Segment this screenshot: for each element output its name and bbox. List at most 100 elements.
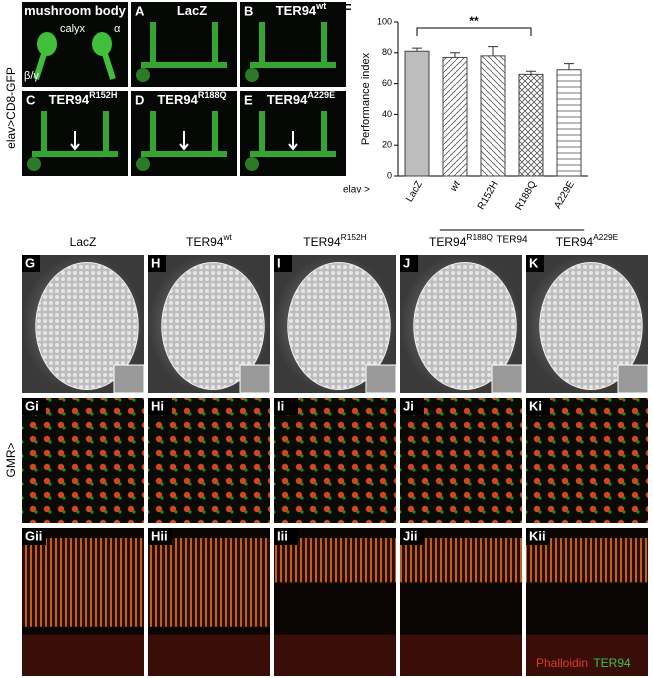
title-sup: A229E: [593, 232, 619, 242]
error-bar: [526, 70, 536, 75]
column-title: TER94A229E: [556, 232, 619, 249]
retina: [274, 538, 396, 583]
lobe: [37, 32, 57, 56]
inset: [113, 364, 145, 394]
x-tick-label: R152H: [476, 179, 501, 211]
annotation: β/γ: [24, 70, 39, 82]
arrow: [288, 131, 298, 151]
column-title: LacZ: [70, 235, 97, 249]
panel-letter: K: [529, 255, 539, 270]
lobe: [250, 111, 336, 157]
title-sup: R188Q: [198, 90, 227, 100]
letter-box: [148, 528, 172, 545]
title-text: TER94: [49, 92, 90, 107]
inset: [365, 364, 397, 394]
column-title: TER94R188Q: [429, 232, 493, 249]
panel-letter: Ii: [277, 398, 284, 413]
letter-box: [22, 255, 40, 272]
title-sup: wt: [315, 1, 326, 11]
error-bar: [564, 63, 574, 70]
panel-letter: B: [244, 3, 253, 18]
image-panel: [148, 398, 270, 523]
panel-letter: A: [135, 3, 145, 18]
panel-title: TER94wt: [276, 1, 327, 18]
lobe: [141, 22, 227, 68]
eye: [287, 262, 391, 390]
x-tick-label: wt: [448, 178, 463, 193]
panel-letter: I: [277, 255, 281, 270]
lobe: [245, 157, 259, 171]
letter-box: [274, 398, 298, 415]
title-sup: wt: [222, 232, 232, 242]
y-tick-label: 80: [382, 47, 392, 57]
title-sup: A229E: [307, 90, 335, 100]
y-tick-label: 100: [377, 16, 392, 26]
letter-box: [22, 398, 46, 415]
bar: [480, 55, 506, 177]
bar: [404, 50, 430, 177]
panel-title: TER94R152H: [49, 90, 118, 107]
retina-base: [148, 634, 270, 676]
y-tick-label: 20: [382, 140, 392, 150]
panel-letter: C: [26, 92, 36, 107]
y-tick-label: 0: [387, 170, 392, 180]
x-prefix: elav >: [343, 185, 370, 196]
group-label: TER94: [496, 235, 528, 246]
column-title: TER94wt: [186, 232, 232, 249]
lobe: [245, 68, 259, 82]
letter-box: [22, 528, 46, 545]
title-text: LacZ: [177, 3, 207, 18]
row-label: elav>CD8-GFP: [4, 67, 18, 149]
eye: [413, 262, 517, 390]
error-bar: [412, 47, 422, 52]
title-text: TER94: [267, 92, 308, 107]
eye: [35, 262, 139, 390]
lobe: [250, 22, 336, 68]
panel-letter: E: [244, 92, 253, 107]
letter-box: [400, 255, 418, 272]
retina-base: [400, 634, 522, 676]
panel-letter: Hii: [151, 528, 168, 543]
retina: [400, 538, 522, 583]
bar: [556, 69, 582, 177]
y-axis-title: Performance index: [360, 52, 372, 145]
panel-letter: J: [403, 255, 410, 270]
row-label: GMR>: [4, 442, 18, 477]
annotation: calyx: [60, 23, 86, 35]
letter-box: [148, 398, 172, 415]
lobe: [141, 111, 227, 157]
eye: [161, 262, 265, 390]
x-tick-label: A229E: [552, 179, 577, 211]
image-panel: [22, 398, 144, 523]
letter-box: [400, 528, 424, 545]
title-text: TER94: [556, 235, 594, 249]
panel-letter: D: [135, 92, 144, 107]
title-text: TER94: [186, 235, 224, 249]
panel-title: mushroom body: [24, 3, 127, 18]
inset: [617, 364, 649, 394]
letter-box: [526, 398, 550, 415]
title-sup: R152H: [341, 232, 367, 242]
inset: [491, 364, 523, 394]
image-panel: [526, 398, 648, 523]
lobe: [32, 111, 118, 157]
panel-letter: H: [151, 255, 160, 270]
panel-letter: Hi: [151, 398, 164, 413]
lobe: [136, 68, 150, 82]
annotation: α: [114, 23, 121, 35]
stain-label: Phalloidin: [536, 656, 588, 670]
inset: [239, 364, 271, 394]
panel-letter: Kii: [529, 528, 546, 543]
letter-box: [526, 255, 544, 272]
y-tick-label: 60: [382, 78, 392, 88]
title-text: TER94: [303, 235, 341, 249]
error-bar: [450, 52, 460, 58]
arrow: [179, 131, 189, 151]
x-tick-label: LacZ: [404, 179, 425, 204]
panel-letter: Gi: [25, 398, 39, 413]
stain-label: TER94: [593, 656, 631, 670]
letter-box: [274, 255, 292, 272]
y-tick-label: 40: [382, 109, 392, 119]
panel-letter: Jii: [403, 528, 417, 543]
panel-letter: Ji: [403, 398, 414, 413]
